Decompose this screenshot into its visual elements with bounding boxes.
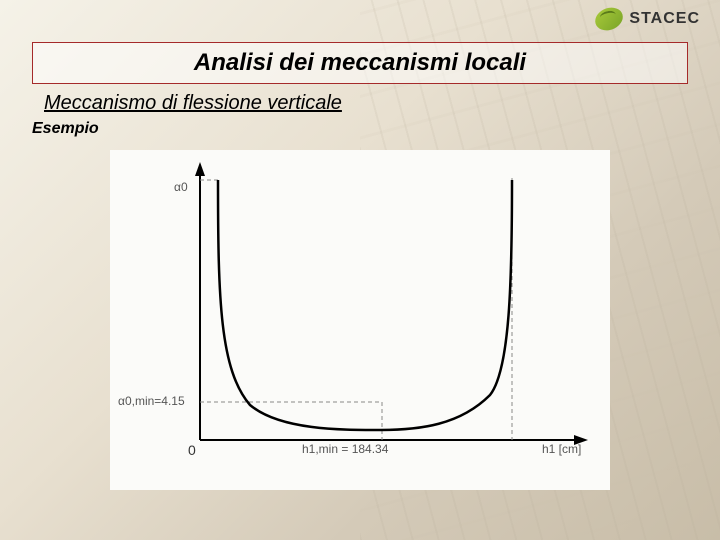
header: STACEC [595, 8, 700, 30]
chart-svg [110, 150, 610, 490]
subtitle: Meccanismo di flessione verticale [44, 92, 342, 115]
stacec-logo-icon [595, 5, 623, 32]
origin-label: 0 [188, 442, 196, 458]
x-min-label: h1,min = 184.34 [302, 442, 388, 456]
title-box: Analisi dei meccanismi locali [32, 42, 688, 84]
example-label: Esempio [32, 120, 99, 138]
brand-text: STACEC [629, 10, 700, 28]
page-title: Analisi dei meccanismi locali [45, 49, 675, 77]
y-axis-top-label: α0 [174, 180, 188, 194]
y-axis-arrow-icon [195, 162, 205, 176]
chart-container: α0 α0,min=4.15 0 h1,min = 184.34 h1 [cm] [110, 150, 610, 490]
curve [218, 180, 512, 430]
y-min-label: α0,min=4.15 [118, 394, 185, 408]
x-axis-label: h1 [cm] [542, 442, 581, 456]
